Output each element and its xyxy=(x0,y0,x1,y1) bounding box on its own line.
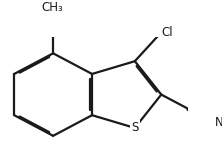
Text: N: N xyxy=(215,116,222,129)
Text: S: S xyxy=(131,121,139,134)
Text: Cl: Cl xyxy=(162,26,173,39)
Text: CH₃: CH₃ xyxy=(41,1,63,14)
